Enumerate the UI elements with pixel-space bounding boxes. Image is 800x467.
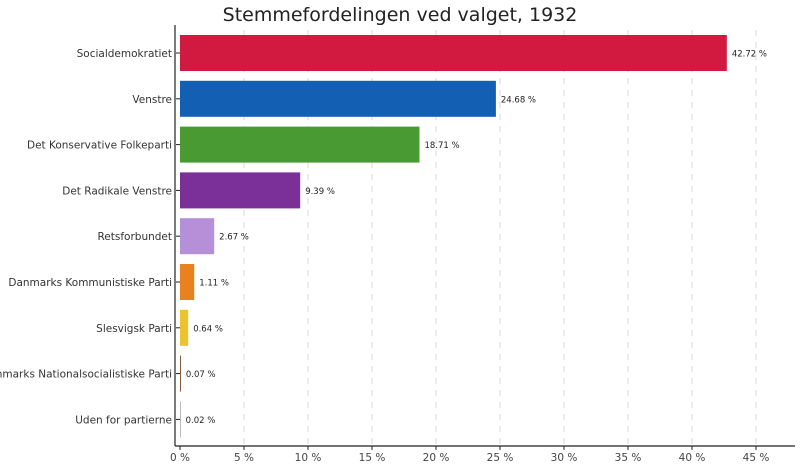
x-tick-label: 40 %	[679, 452, 706, 464]
category-label: Slesvigsk Parti	[96, 323, 172, 335]
data-label: 18.71 %	[424, 141, 459, 151]
data-label: 9.39 %	[305, 187, 335, 197]
grid-lines	[243, 30, 757, 446]
data-label: 42.72 %	[732, 50, 767, 60]
bar	[180, 126, 420, 163]
data-label: 1.11 %	[199, 279, 229, 289]
category-label: Venstre	[132, 94, 172, 106]
category-label: Danmarks Nationalsocialistiske Parti	[0, 369, 172, 381]
x-tick-label: 20 %	[423, 452, 450, 464]
category-label: Socialdemokratiet	[77, 48, 172, 60]
data-label: 2.67 %	[219, 233, 249, 243]
category-label: Uden for partierne	[75, 414, 172, 426]
bar	[180, 309, 189, 346]
bars: 42.72 % 24.68 % 18.71 % 9.39 % 2.67 % 1.11 % 0…	[180, 35, 767, 438]
x-tick-label: 25 %	[487, 452, 514, 464]
category-label: Retsforbundet	[97, 231, 172, 243]
data-label: 24.68 %	[501, 95, 536, 105]
bar	[180, 264, 195, 300]
data-label: 0.64 %	[193, 324, 223, 334]
data-label: 0.07 %	[186, 370, 216, 380]
data-label: 0.02 %	[186, 416, 216, 426]
x-tick-label: 45 %	[743, 452, 770, 464]
category-label: Det Konservative Folkeparti	[27, 140, 172, 152]
x-tick-label: 5 %	[234, 452, 254, 464]
bar	[180, 355, 181, 392]
chart-title: Stemmefordelingen ved valget, 1932	[223, 4, 578, 26]
x-tick-label: 30 %	[551, 452, 578, 464]
x-tick-label: 0 %	[170, 452, 190, 464]
x-tick-label: 10 %	[295, 452, 322, 464]
category-label: Danmarks Kommunistiske Parti	[8, 277, 172, 289]
x-tick-label: 35 %	[615, 452, 642, 464]
category-label: Det Radikale Venstre	[62, 185, 172, 197]
bar	[180, 80, 496, 117]
bar	[180, 218, 215, 255]
axes: 0 % 5 % 10 % 15 % 20 % 25 % 30 % 35 % 40 % 45 % So…	[0, 25, 795, 464]
x-tick-label: 15 %	[359, 452, 386, 464]
bar	[180, 401, 181, 438]
bar	[180, 172, 301, 209]
bar	[180, 35, 727, 71]
